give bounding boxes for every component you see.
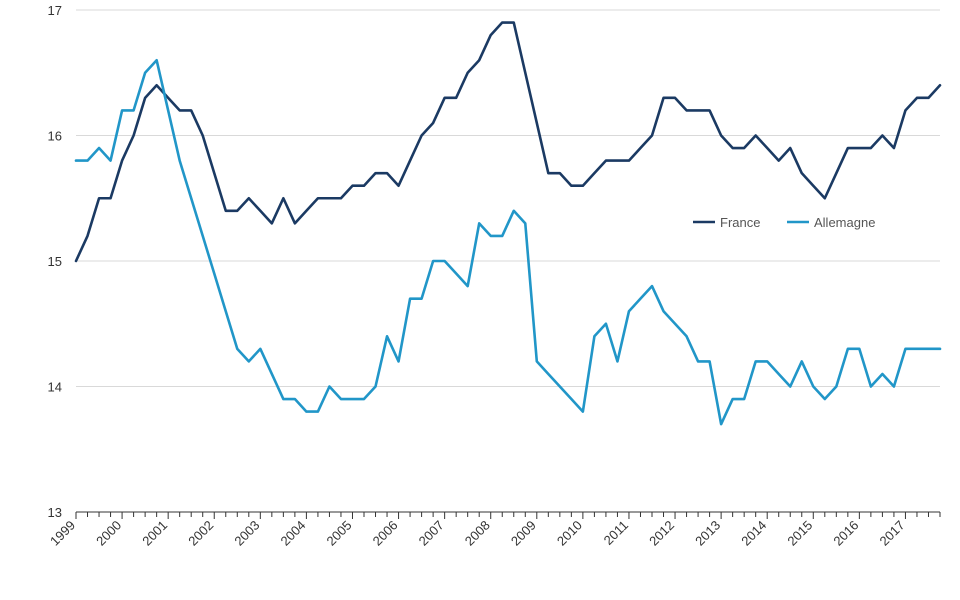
legend-label: France <box>720 215 760 230</box>
y-axis-tick-labels: 13 14 15 16 17 <box>48 3 62 520</box>
y-tick-label: 16 <box>48 129 62 144</box>
x-tick-label: 2017 <box>877 518 908 549</box>
x-tick-label: 2002 <box>185 518 216 549</box>
x-tick-label: 2016 <box>830 518 861 549</box>
x-tick-label: 2013 <box>692 518 723 549</box>
data-series <box>74 21 942 426</box>
x-tick-label: 2003 <box>231 518 262 549</box>
legend-item-allemagne: Allemagne <box>787 215 875 230</box>
y-tick-label: 13 <box>48 505 62 520</box>
legend: France Allemagne <box>693 215 875 230</box>
y-tick-label: 15 <box>48 254 62 269</box>
legend-item-france: France <box>693 215 760 230</box>
y-tick-label: 14 <box>48 380 62 395</box>
x-tick-label: 2015 <box>784 518 815 549</box>
x-tick-label: 2004 <box>277 518 308 549</box>
x-tick-label: 2000 <box>93 518 124 549</box>
x-tick-label: 2001 <box>139 518 170 549</box>
x-axis: 1999 2000 2001 2002 2003 2004 2005 2006 2007 2008… <box>47 511 941 549</box>
x-tick-label: 2010 <box>554 518 585 549</box>
x-tick-label: 2011 <box>601 518 631 548</box>
x-tick-label: 2008 <box>462 518 493 549</box>
grid-lines <box>76 9 940 387</box>
x-tick-label: 1999 <box>47 518 78 549</box>
series-line-france <box>74 21 942 263</box>
x-tick-label: 2014 <box>738 518 769 549</box>
series-line-allemagne <box>74 58 942 426</box>
x-tick-label: 2006 <box>370 518 401 549</box>
x-tick-label: 2009 <box>508 518 539 549</box>
x-tick-label: 2005 <box>324 518 355 549</box>
y-tick-label: 17 <box>48 3 62 18</box>
x-tick-label: 2007 <box>416 518 447 549</box>
x-tick-label: 2012 <box>646 518 677 549</box>
legend-label: Allemagne <box>814 215 875 230</box>
